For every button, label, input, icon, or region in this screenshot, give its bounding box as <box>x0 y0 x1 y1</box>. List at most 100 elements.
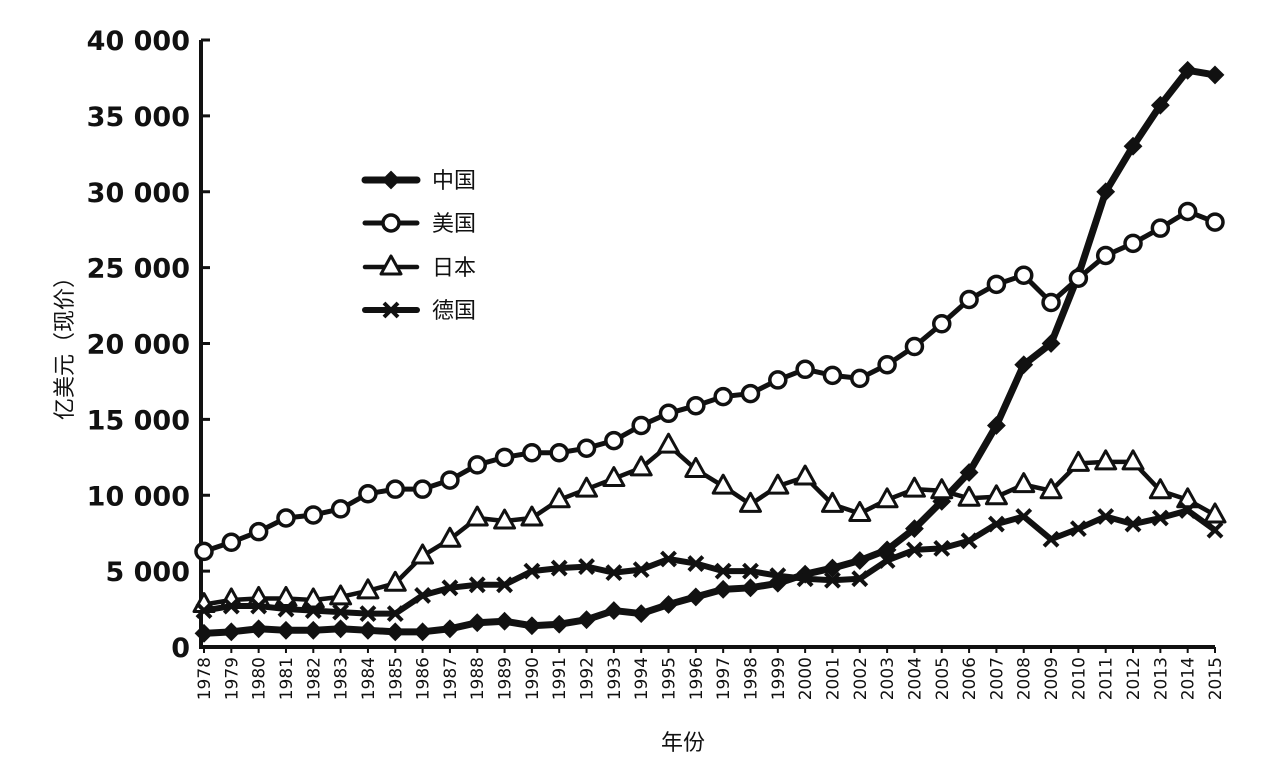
data-point <box>495 611 514 631</box>
x-tick-label: 1990 <box>523 657 543 700</box>
data-point <box>359 605 377 623</box>
marker-stroke <box>1151 509 1169 527</box>
legend-marker <box>381 213 401 233</box>
marker-stroke <box>386 605 404 623</box>
data-point <box>768 370 788 390</box>
x-tick-label: 2002 <box>851 657 871 700</box>
data-point <box>850 368 870 389</box>
marker-stroke <box>304 602 322 619</box>
marker-stroke <box>414 586 432 604</box>
x-tick-label: 1997 <box>714 657 734 700</box>
data-point <box>658 403 679 424</box>
legend-item: 美国 <box>362 212 476 237</box>
series-circle <box>194 201 1225 562</box>
x-tick-label: 2014 <box>1179 657 1199 700</box>
x-tick-label: 1982 <box>304 657 324 700</box>
data-point <box>358 620 378 640</box>
data-point <box>332 603 350 621</box>
series-line <box>201 442 1218 607</box>
data-point <box>195 602 213 619</box>
x-tick-label: 2001 <box>823 657 843 700</box>
data-point <box>440 470 460 490</box>
data-point <box>960 532 978 550</box>
data-point <box>1177 201 1198 222</box>
data-point <box>932 314 952 334</box>
data-point <box>547 487 571 509</box>
marker-stroke <box>960 532 978 550</box>
data-point <box>738 491 762 513</box>
x-axis-title: 年份 <box>661 731 705 756</box>
data-point <box>1178 60 1198 80</box>
data-point <box>523 562 541 580</box>
marker-stroke <box>1179 502 1197 519</box>
y-tick-label: 35 000 <box>87 102 190 133</box>
data-point <box>1068 268 1089 288</box>
y-tick-label: 25 000 <box>87 254 190 285</box>
data-point <box>1206 521 1224 539</box>
data-point <box>468 576 486 594</box>
data-point <box>711 473 735 495</box>
data-point <box>221 532 242 553</box>
marker-stroke <box>195 602 213 619</box>
data-point <box>986 416 1006 435</box>
data-point <box>578 558 595 575</box>
x-tick-label: 1981 <box>277 657 297 700</box>
data-point <box>714 562 732 580</box>
data-point <box>496 576 513 594</box>
data-point <box>274 585 298 607</box>
marker-stroke <box>796 570 814 588</box>
data-point <box>522 616 542 636</box>
marker-stroke <box>714 562 732 580</box>
data-point <box>194 541 214 562</box>
x-tick-label: 1994 <box>632 657 652 700</box>
legend-item: 中国 <box>361 169 476 194</box>
marker-stroke <box>1097 508 1115 525</box>
data-point <box>441 579 459 597</box>
data-point <box>905 519 924 539</box>
data-point <box>1094 449 1118 471</box>
data-point <box>494 447 515 468</box>
x-tick-label: 1985 <box>386 657 406 700</box>
series-line <box>201 208 1218 554</box>
data-point <box>438 526 462 548</box>
data-point <box>276 508 296 528</box>
data-point <box>986 274 1007 295</box>
data-point <box>1150 218 1171 238</box>
x-tick-label: 1991 <box>550 657 570 700</box>
data-point <box>766 473 790 495</box>
data-point <box>1148 478 1172 500</box>
legend-item: 日本 <box>362 254 476 281</box>
data-point <box>878 552 896 569</box>
data-point <box>250 597 268 615</box>
x-tick-label: 1984 <box>359 657 379 700</box>
data-point <box>850 551 870 570</box>
marker-stroke <box>605 564 623 582</box>
marker-stroke <box>523 562 541 580</box>
data-point <box>522 443 542 463</box>
data-point <box>550 559 568 577</box>
y-tick-label: 15 000 <box>87 405 190 436</box>
y-tick-label: 5 000 <box>105 557 190 588</box>
data-point <box>493 508 517 530</box>
data-point <box>604 601 624 620</box>
marker-stroke <box>578 558 595 575</box>
data-point <box>824 571 841 589</box>
data-point <box>1097 508 1115 525</box>
data-point <box>413 622 433 642</box>
x-tick-label: 1986 <box>414 657 434 700</box>
data-point <box>385 479 406 499</box>
data-point <box>959 289 979 310</box>
x-tick-label: 1998 <box>741 657 761 700</box>
data-point <box>248 521 269 542</box>
data-point <box>1096 182 1116 202</box>
x-tick-label: 2005 <box>933 657 953 700</box>
data-point <box>740 383 761 404</box>
legend-marker <box>379 254 403 276</box>
data-point <box>631 415 651 436</box>
data-point <box>1069 520 1087 538</box>
legend-label: 日本 <box>432 256 476 281</box>
data-point <box>659 595 678 614</box>
data-point <box>577 610 596 630</box>
x-tick-label: 2007 <box>987 657 1007 700</box>
